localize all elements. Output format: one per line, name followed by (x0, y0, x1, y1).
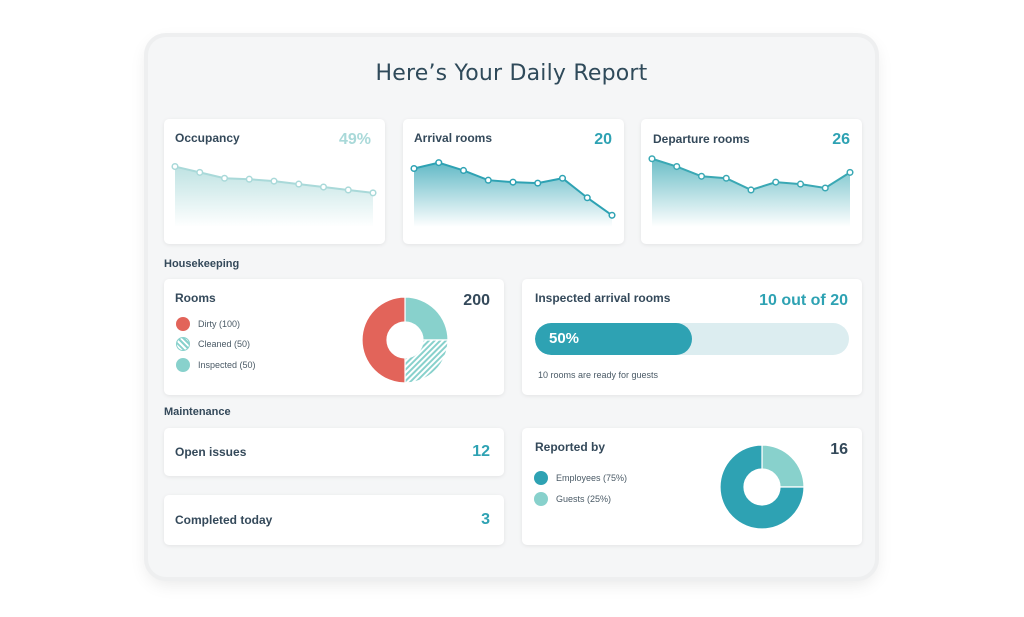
cleaned-swatch-icon (176, 337, 190, 351)
departure-point (846, 168, 854, 176)
legend-guests: Guests (25%) (534, 492, 611, 506)
legend-inspected: Inspected (50) (176, 358, 256, 372)
rooms-donut-slice (404, 339, 449, 384)
guests-swatch-icon (534, 492, 548, 506)
legend-dirty-text: Dirty (100) (198, 319, 241, 329)
legend-employees-text: Employees (75%) (556, 473, 628, 483)
reported-donut-slice (719, 444, 805, 530)
rooms-label: Rooms (175, 291, 216, 305)
occupancy-point (295, 180, 303, 188)
page-title: Here’s Your Daily Report (375, 61, 648, 86)
legend-inspected-text: Inspected (50) (198, 360, 256, 370)
departure-point (697, 172, 706, 180)
reported-by-label: Reported by (535, 440, 606, 454)
departure-rooms-chart (648, 155, 854, 227)
reported-by-donut-chart (719, 444, 805, 530)
occupancy-point (270, 177, 278, 185)
departure-point (796, 180, 805, 188)
completed-today-value: 3 (481, 511, 490, 528)
departure-point (772, 178, 780, 186)
inspected-note: 10 rooms are ready for guests (538, 370, 659, 380)
inspected-swatch-icon (176, 358, 190, 372)
housekeeping-section-label: Housekeeping (164, 258, 240, 270)
occupancy-point (344, 186, 352, 194)
inspected-progress-bar: 50% (535, 323, 849, 355)
legend-guests-text: Guests (25%) (556, 494, 612, 504)
inspected-arrival-value: 10 out of 20 (759, 292, 848, 309)
arrival-rooms-chart (410, 159, 616, 227)
dirty-swatch-icon (176, 317, 190, 331)
occupancy-card[interactable]: Occupancy 49% (164, 119, 385, 244)
departure-rooms-value: 26 (832, 131, 850, 148)
arrival-point (459, 166, 468, 175)
arrival-rooms-label: Arrival rooms (414, 131, 493, 145)
occupancy-point (369, 189, 377, 197)
departure-point (821, 184, 829, 192)
arrival-rooms-value: 20 (594, 131, 612, 148)
reported-by-total: 16 (830, 441, 848, 458)
inspected-arrival-card[interactable]: Inspected arrival rooms 10 out of 20 50%… (522, 279, 862, 395)
occupancy-point (245, 175, 253, 183)
occupancy-point (171, 163, 179, 171)
rooms-donut-chart (361, 296, 449, 384)
maintenance-section-label: Maintenance (164, 406, 231, 418)
occupancy-chart (171, 163, 377, 227)
arrival-point (583, 194, 591, 202)
occupancy-point (319, 183, 328, 191)
arrival-point (484, 176, 492, 184)
occupancy-label: Occupancy (175, 131, 240, 145)
departure-rooms-label: Departure rooms (653, 132, 750, 146)
arrival-point (558, 174, 567, 182)
open-issues-card[interactable]: Open issues 12 (164, 428, 504, 476)
occupancy-value: 49% (338, 131, 371, 148)
rooms-total: 200 (463, 292, 490, 309)
legend-cleaned: Cleaned (50) (176, 337, 250, 351)
legend-cleaned-text: Cleaned (50) (198, 339, 251, 349)
departure-rooms-card[interactable]: Departure rooms 26 (641, 119, 862, 244)
arrival-rooms-card[interactable]: Arrival rooms 20 (403, 119, 624, 244)
completed-today-label: Completed today (175, 513, 273, 527)
open-issues-label: Open issues (175, 445, 247, 459)
departure-point (722, 174, 730, 182)
occupancy-point (220, 174, 229, 182)
arrival-point (608, 211, 616, 219)
reported-by-card[interactable]: Reported by 16 Employees (75%) Guests (2… (522, 428, 862, 545)
completed-today-card[interactable]: Completed today 3 (164, 495, 504, 545)
inspected-arrival-label: Inspected arrival rooms (535, 291, 671, 305)
open-issues-value: 12 (472, 443, 490, 460)
departure-point (673, 163, 681, 171)
legend-employees: Employees (75%) (534, 471, 627, 485)
arrival-point (435, 159, 443, 167)
departure-point (747, 186, 755, 194)
rooms-donut-slice (404, 296, 449, 341)
arrival-point (534, 179, 542, 187)
occupancy-area (175, 166, 373, 227)
inspected-progress-fill: 50% (535, 323, 692, 355)
daily-report-panel: Here’s Your Daily Report Occupancy 49% A… (148, 37, 875, 577)
occupancy-point (196, 168, 204, 176)
arrival-point (509, 178, 517, 186)
reported-donut-slice (761, 444, 805, 488)
rooms-card[interactable]: Rooms 200 Dirty (100) Cleaned (50) Inspe… (164, 279, 504, 395)
employees-swatch-icon (534, 471, 548, 485)
inspected-progress-text: 50% (549, 330, 580, 347)
departure-point (648, 155, 656, 163)
arrival-point (410, 164, 418, 173)
legend-dirty: Dirty (100) (176, 317, 240, 331)
rooms-donut-slice (361, 296, 406, 384)
